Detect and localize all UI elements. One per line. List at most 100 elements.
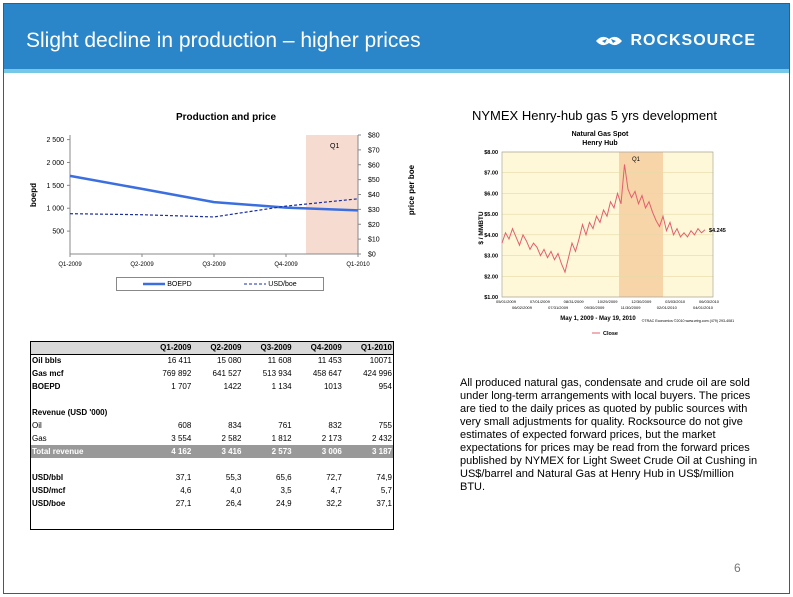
table-row: USD/mcf 4,6 4,0 3,5 4,7 5,7 (30, 484, 394, 497)
column-header: Q1-2009 (143, 341, 194, 355)
table-cell: 1013 (323, 382, 342, 391)
row-label: Total revenue (30, 445, 144, 458)
table-cell (143, 458, 193, 471)
table-cell: 954 (378, 382, 392, 391)
table-cell: 3 416 (193, 445, 244, 458)
table-cell (344, 406, 394, 419)
table-row: Gas mcf 769 892 641 527 513 934 458 647 424 9… (30, 367, 394, 380)
nymex-chart-title: NYMEX Henry-hub gas 5 yrs development (472, 108, 717, 123)
table-cell: 1 812 (271, 434, 292, 443)
table-cell: 37,1 (376, 499, 392, 508)
table-cell: 74,9 (376, 473, 392, 482)
table-cell: 2 432 (371, 434, 392, 443)
table-header-row: Q1-2009 Q2-2009 Q3-2009 Q4-2009 Q1-2010 (30, 341, 394, 355)
table-cell: 24,9 (276, 499, 292, 508)
table-row: BOEPD 1 707 1422 1 134 1013 954 (30, 380, 394, 393)
table-cell (344, 458, 394, 471)
table-cell (243, 458, 293, 471)
table-cell: 608 (177, 421, 192, 430)
table-cell: 424 996 (363, 369, 392, 378)
table-cell: 10071 (369, 356, 392, 366)
page-number: 6 (734, 561, 741, 575)
table-cell: 4,7 (330, 486, 342, 495)
table-cell: 3 554 (171, 434, 192, 443)
logo-text: ROCKSOURCE (630, 32, 756, 49)
production-revenue-table: Q1-2009 Q2-2009 Q3-2009 Q4-2009 Q1-2010 Oil b… (30, 341, 394, 510)
revenue-header-row: Revenue (USD '000) (30, 406, 394, 419)
row-label (30, 458, 143, 471)
row-label: Gas mcf (32, 369, 64, 378)
table-cell (294, 458, 344, 471)
total-revenue-row: Total revenue 4 162 3 416 2 573 3 006 3 187 (30, 445, 394, 458)
table-cell: 11 608 (267, 356, 292, 366)
table-cell: 11 453 (317, 356, 342, 366)
column-header: Q2-2009 (193, 341, 244, 355)
table-cell (243, 406, 293, 419)
table-row: Gas 3 554 2 582 1 812 2 173 2 432 (30, 432, 394, 445)
pricing-description: All produced natural gas, condensate and… (460, 377, 758, 493)
table-cell: 27,1 (175, 499, 192, 508)
slide-frame (3, 3, 790, 594)
table-cell: 641 527 (212, 369, 242, 378)
table-cell: 55,3 (225, 473, 242, 482)
table-cell: 458 647 (312, 369, 342, 378)
slide-header: Slight decline in production – higher pr… (4, 4, 789, 73)
row-label: USD/mcf (32, 486, 66, 495)
table-cell: 65,6 (276, 473, 292, 482)
table-cell: 5,7 (380, 486, 392, 495)
table-cell: 513 934 (262, 369, 292, 378)
table-row: Oil bbls 16 411 15 080 11 608 11 453 10071 (30, 354, 394, 367)
table-cell: 3 187 (343, 445, 394, 458)
row-label: Oil (32, 421, 42, 430)
table-cell: 2 573 (243, 445, 294, 458)
rocksource-logo: ROCKSOURCE (594, 32, 756, 50)
table-cell: 72,7 (326, 473, 342, 482)
table-cell: 1 707 (171, 382, 192, 391)
table-cell: 2 582 (221, 434, 242, 443)
row-label: BOEPD (32, 382, 61, 391)
table-cell (193, 393, 243, 406)
table-cell: 4 162 (143, 445, 194, 458)
row-label: USD/bbl (32, 473, 64, 482)
rocksource-logo-icon (596, 36, 623, 46)
table-cell: 755 (378, 421, 392, 430)
table-cell (294, 393, 344, 406)
column-header: Q1-2010 (343, 341, 394, 355)
table-cell: 4,0 (230, 486, 242, 495)
table-cell: 3 006 (293, 445, 344, 458)
table-cell: 32,2 (326, 499, 342, 508)
column-header (30, 341, 144, 355)
legend-usd-boe: USD/boe (244, 280, 297, 288)
table-cell: 26,4 (225, 499, 242, 508)
table-cell: 832 (328, 421, 342, 430)
table-cell (143, 393, 193, 406)
table-cell: 16 411 (167, 356, 192, 366)
spacer-row (30, 458, 394, 471)
spacer-row (30, 393, 394, 406)
production-chart-legend: BOEPD USD/boe (116, 277, 324, 291)
row-label: Oil bbls (32, 356, 62, 366)
table-cell: 1422 (223, 382, 242, 391)
table-cell (294, 406, 344, 419)
table-cell: 15 080 (217, 356, 242, 366)
production-chart-title: Production and price (176, 112, 277, 123)
table-cell: 769 892 (162, 369, 192, 378)
table-cell: 37,1 (175, 473, 192, 482)
table-row: USD/bbl 37,1 55,3 65,6 72,7 74,9 (30, 471, 394, 484)
table-cell (193, 406, 243, 419)
table-cell (344, 393, 394, 406)
column-header: Q4-2009 (293, 341, 344, 355)
table-cell (193, 458, 243, 471)
table-cell: 3,5 (280, 486, 292, 495)
slide-title: Slight decline in production – higher pr… (26, 29, 421, 52)
table-cell: 834 (228, 421, 242, 430)
table-cell: 2 173 (321, 434, 342, 443)
row-label: USD/boe (32, 499, 66, 508)
table-cell (243, 393, 293, 406)
table-cell (143, 406, 193, 419)
column-header: Q3-2009 (243, 341, 294, 355)
table-cell: 1 134 (271, 382, 292, 391)
table-row: Oil 608 834 761 832 755 (30, 419, 394, 432)
row-label (30, 393, 143, 406)
table-row: USD/boe 27,1 26,4 24,9 32,2 37,1 (30, 497, 394, 510)
